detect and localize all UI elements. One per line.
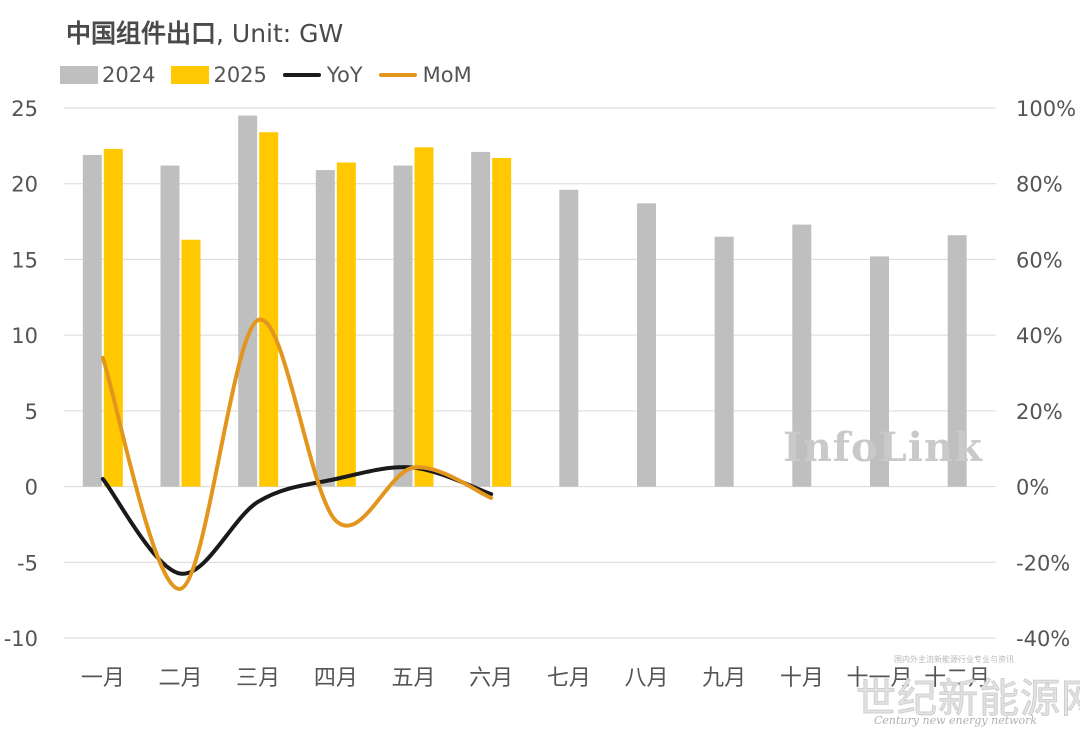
y-right-tick-label: 0% <box>1016 476 1049 500</box>
x-tick-label: 五月 <box>391 666 435 691</box>
legend-swatch-2025 <box>171 66 210 84</box>
legend-line-mom <box>378 73 417 77</box>
bar-2024-十一月 <box>870 256 889 487</box>
bar-2024-十月 <box>792 224 812 487</box>
x-tick-label: 九月 <box>702 666 746 691</box>
x-tick-label: 四月 <box>314 666 358 691</box>
bar-2024-八月 <box>637 203 656 487</box>
y-right-tick-label: 80% <box>1016 173 1063 197</box>
y-left-tick-label: 25 <box>11 97 38 121</box>
bar-2025-五月 <box>414 147 434 487</box>
y-right-tick-label: 20% <box>1016 400 1063 424</box>
x-tick-label: 六月 <box>469 666 513 691</box>
y-right-tick-label: 60% <box>1016 248 1063 272</box>
bar-2024-九月 <box>714 236 734 487</box>
bar-2024-二月 <box>160 165 180 487</box>
legend-line-yoy <box>282 73 321 77</box>
x-tick-label: 七月 <box>547 666 591 691</box>
bar-2024-十二月 <box>947 235 967 487</box>
x-tick-label: 十一月 <box>846 666 912 691</box>
x-tick-label: 一月 <box>81 666 125 691</box>
y-right-tick-label: -40% <box>1016 627 1070 651</box>
chart-title-unit: , Unit: GW <box>216 19 344 48</box>
bar-2025-四月 <box>336 162 356 487</box>
x-tick-label: 三月 <box>236 666 280 691</box>
legend-label-2025: 2025 <box>213 63 267 87</box>
x-tick-label: 二月 <box>158 666 202 691</box>
chart-title: 中国组件出口, Unit: GW <box>66 14 343 50</box>
site-watermark-name: 世纪新能源网 <box>856 676 1080 723</box>
legend-item-2024: 2024 <box>60 63 155 87</box>
legend-label-yoy: YoY <box>326 63 363 87</box>
bar-2024-四月 <box>315 170 335 487</box>
legend-label-mom: MoM <box>422 63 472 87</box>
y-right-tick-label: 40% <box>1016 324 1063 348</box>
bar-2025-六月 <box>492 157 512 487</box>
bar-2025-一月 <box>103 148 123 487</box>
legend-swatch-2024 <box>60 66 98 84</box>
bar-2024-七月 <box>559 189 579 487</box>
y-left-tick-label: 20 <box>11 173 38 197</box>
chart-title-main: 中国组件出口 <box>66 19 217 48</box>
y-right-tick-label: -20% <box>1016 551 1070 575</box>
site-watermark-tagline: 国内外主流新能源行业专业与资讯 <box>894 655 1014 664</box>
y-left-tick-label: 0 <box>25 476 38 500</box>
site-watermark: 国内外主流新能源行业专业与资讯 世纪新能源网 Century new energ… <box>852 652 1080 728</box>
x-tick-label: 八月 <box>624 666 668 691</box>
bar-2025-三月 <box>259 132 279 487</box>
y-left-tick-label: 5 <box>25 400 38 424</box>
bar-2024-三月 <box>238 115 258 487</box>
bar-2024-一月 <box>82 154 102 487</box>
legend-label-2024: 2024 <box>102 63 156 87</box>
y-left-tick-label: -5 <box>17 551 38 575</box>
infolink-watermark: InfoLink <box>783 424 983 471</box>
y-left-tick-label: 15 <box>11 248 38 272</box>
bar-2024-六月 <box>471 151 491 487</box>
y-right-tick-label: 100% <box>1016 97 1076 121</box>
bar-2025-二月 <box>181 239 201 487</box>
y-left-tick-label: -10 <box>4 627 38 651</box>
legend-item-mom: MoM <box>378 63 472 87</box>
y-left-tick-label: 10 <box>11 324 38 348</box>
legend-item-yoy: YoY <box>282 63 363 87</box>
bar-2024-五月 <box>393 165 413 487</box>
legend: 2024 2025 YoY MoM <box>60 62 488 88</box>
legend-item-2025: 2025 <box>171 63 267 87</box>
line-series-mom <box>100 317 494 591</box>
x-tick-label: 十二月 <box>924 666 990 691</box>
site-watermark-english: Century new energy network <box>874 714 1038 727</box>
x-tick-label: 十月 <box>780 666 824 691</box>
